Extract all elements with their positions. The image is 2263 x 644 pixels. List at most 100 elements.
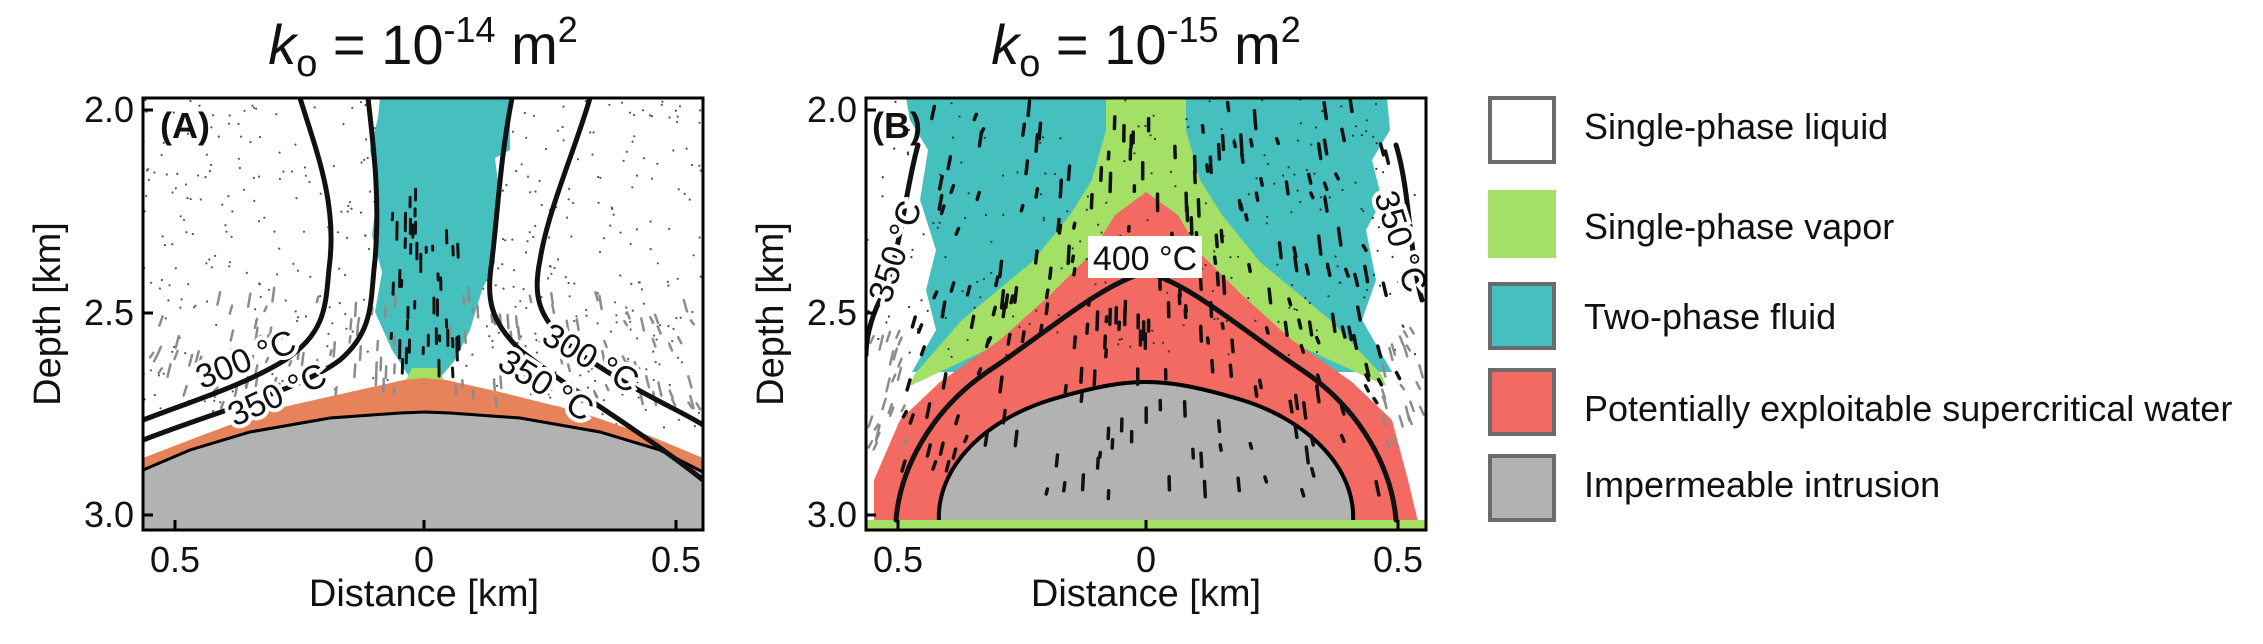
flow-dot xyxy=(1039,141,1042,144)
flow-dot xyxy=(1066,210,1069,213)
flow-arrow xyxy=(938,441,945,456)
flow-dot xyxy=(938,221,941,224)
flow-arrow xyxy=(550,292,555,305)
flow-arrow xyxy=(1225,100,1231,113)
flow-arrow xyxy=(1334,172,1340,181)
flow-dot xyxy=(932,222,935,225)
flow-dot xyxy=(676,277,679,280)
flow-arrow xyxy=(1364,362,1371,378)
flow-dot xyxy=(693,425,697,428)
flow-dot xyxy=(1254,319,1257,322)
flow-dot xyxy=(1319,196,1323,199)
flow-arrow xyxy=(383,304,387,319)
flow-dot xyxy=(1057,314,1060,317)
flow-arrow xyxy=(601,349,606,363)
flow-dot xyxy=(153,393,156,397)
flow-arrow xyxy=(874,431,881,443)
flow-arrow xyxy=(148,351,155,359)
flow-arrow xyxy=(1048,266,1053,280)
flow-arrow xyxy=(1104,348,1109,359)
flow-dot xyxy=(273,401,276,404)
flow-dot xyxy=(619,274,622,277)
flow-dot xyxy=(1059,137,1062,140)
flow-arrow xyxy=(888,349,895,366)
flow-dot xyxy=(1167,350,1170,353)
flow-dot xyxy=(228,261,231,264)
legend-swatch-intrusion xyxy=(1488,454,1556,522)
flow-arrow xyxy=(1058,178,1064,199)
flow-dot xyxy=(576,158,580,161)
x-tick-label: 0.5 xyxy=(150,539,200,580)
flow-dot xyxy=(602,399,605,402)
y-tick-label: 3.0 xyxy=(84,494,134,535)
flow-dot xyxy=(523,381,526,384)
flow-arrow xyxy=(1336,226,1343,247)
flow-dot xyxy=(631,186,634,189)
flow-dot xyxy=(1340,105,1343,108)
flow-arrow xyxy=(946,155,953,171)
flow-arrow xyxy=(902,438,908,446)
flow-dot xyxy=(514,305,517,308)
flow-dot xyxy=(1236,255,1240,258)
flow-dot xyxy=(1365,119,1368,122)
flow-dot xyxy=(1120,338,1123,341)
flow-dot xyxy=(227,402,230,405)
flow-dot xyxy=(939,173,942,176)
flow-dot xyxy=(513,269,516,272)
flow-dot xyxy=(1354,181,1357,184)
flow-dot xyxy=(1071,247,1074,250)
flow-arrow xyxy=(1066,164,1072,182)
flow-dot xyxy=(364,138,368,141)
flow-arrow xyxy=(1054,453,1060,468)
flow-arrow xyxy=(1352,333,1359,351)
flow-dot xyxy=(660,103,663,106)
flow-arrow xyxy=(1340,325,1347,339)
flow-arrow xyxy=(229,329,235,342)
flow-dot xyxy=(1185,118,1188,121)
flow-arrow xyxy=(1001,302,1007,319)
flow-arrow xyxy=(182,384,188,397)
flow-dot xyxy=(1321,109,1324,113)
flow-dot xyxy=(661,100,664,103)
flow-dot xyxy=(1401,221,1404,224)
flow-arrow xyxy=(1247,262,1252,274)
flow-dot xyxy=(1152,342,1155,345)
flow-arrow xyxy=(930,104,937,121)
flow-dot xyxy=(568,295,571,298)
flow-dot xyxy=(1056,331,1059,334)
flow-dot xyxy=(351,106,354,109)
flow-dot xyxy=(1396,280,1400,283)
flow-dot xyxy=(526,240,529,243)
flow-dot xyxy=(198,104,201,107)
flow-dot xyxy=(619,231,622,234)
flow-arrow xyxy=(626,360,632,370)
flow-dot xyxy=(631,309,634,312)
flow-arrow xyxy=(999,289,1006,310)
flow-dot xyxy=(529,191,532,194)
flow-dot xyxy=(602,237,606,240)
flow-arrow xyxy=(1044,487,1050,496)
flow-dot xyxy=(252,106,256,109)
flow-dot xyxy=(171,243,174,246)
flow-arrow xyxy=(925,402,932,419)
flow-arrow xyxy=(667,342,674,352)
flow-arrow xyxy=(1316,142,1323,161)
flow-dot xyxy=(1204,202,1207,205)
flow-dot xyxy=(165,173,168,176)
flow-dot xyxy=(561,125,564,129)
y-axis-label: Depth [km] xyxy=(750,222,792,406)
flow-dot xyxy=(1277,320,1280,323)
flow-arrow xyxy=(1378,142,1386,157)
flow-arrow xyxy=(1415,381,1422,391)
flow-dot xyxy=(1314,126,1318,129)
flow-arrow xyxy=(334,386,338,397)
flow-dot xyxy=(1375,167,1378,170)
flow-arrow xyxy=(1108,307,1113,327)
flow-arrow xyxy=(471,388,475,400)
flow-arrow xyxy=(1409,400,1415,413)
flow-arrow xyxy=(1288,399,1294,414)
flow-dot xyxy=(491,346,494,349)
flow-dot xyxy=(1012,315,1015,318)
flow-dot xyxy=(548,264,552,268)
